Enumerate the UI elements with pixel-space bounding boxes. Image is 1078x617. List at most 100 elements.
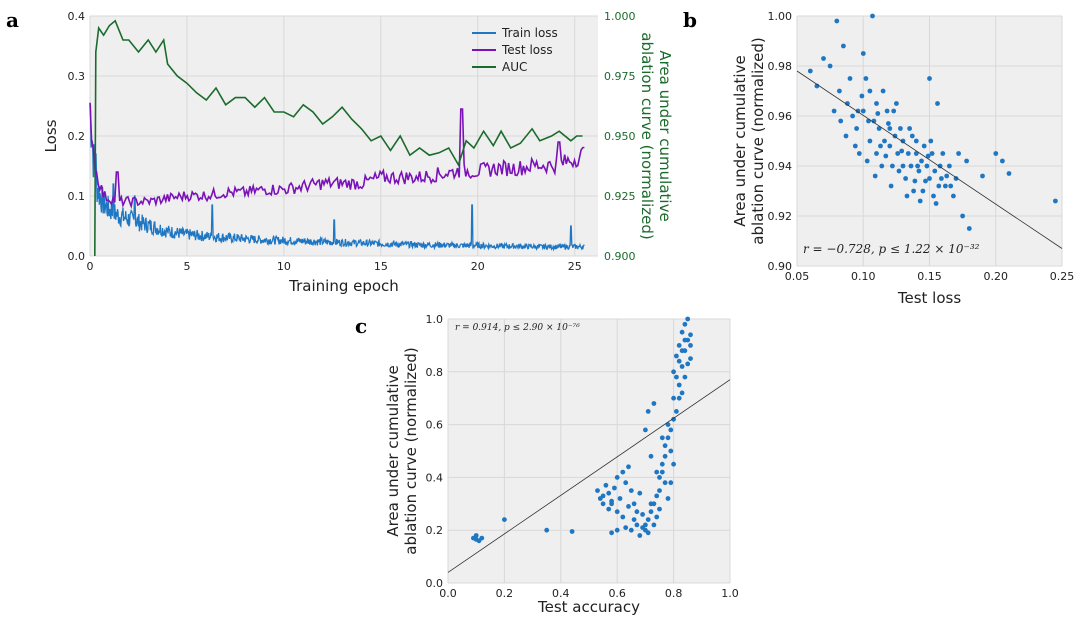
panel-c-data-point — [676, 395, 682, 401]
panel-b-data-point — [953, 176, 959, 181]
panel-c-data-point — [662, 453, 668, 459]
panel-a-y2-axis-label-line2: ablation curve (normalized) — [638, 32, 656, 239]
panel-c-data-point — [645, 517, 651, 522]
panel-c-data-point — [637, 490, 643, 496]
panel-c-data-point — [544, 527, 550, 533]
panel-c-data-point — [473, 533, 479, 538]
panel-a-y2-axis-label-line1: Area under cumulative — [656, 50, 674, 221]
panel-a-y-tick-label: 0.0 — [68, 250, 86, 263]
panel-b-data-point — [878, 143, 883, 149]
panel-b-data-point — [919, 158, 924, 164]
panel-b-x-tick-label: 0.05 — [785, 270, 810, 283]
panel-b-x-tick-label: 0.25 — [1050, 270, 1075, 283]
panel-c-data-point — [657, 506, 662, 512]
panel-b-data-point — [883, 153, 889, 159]
panel-b-data-point — [895, 151, 901, 156]
panel-b-x-axis-label: Test loss — [897, 289, 961, 307]
panel-c-data-point — [634, 522, 640, 528]
panel-b-data-point — [894, 101, 899, 106]
panel-b-data-point — [1053, 198, 1058, 204]
panel-b-data-point — [909, 133, 915, 139]
panel-b-data-point — [886, 121, 891, 126]
panel-c-data-point — [640, 512, 645, 517]
panel-b-data-point — [874, 101, 879, 106]
panel-b-data-point — [870, 13, 875, 19]
panel-c-x-tick-label: 1.0 — [721, 587, 739, 600]
panel-b-data-point — [936, 183, 942, 189]
panel-c-data-point — [685, 361, 691, 367]
panel-b-data-point — [867, 138, 873, 144]
panel-c-data-point — [606, 490, 612, 496]
panel-c-data-point — [679, 390, 685, 396]
panel-b-data-point — [888, 183, 894, 189]
panel-b-data-point — [884, 108, 890, 114]
panel-c-data-point — [676, 343, 682, 348]
panel-c-data-point — [682, 337, 688, 343]
panel-a-y2-tick-label: 0.925 — [604, 190, 636, 203]
panel-c-y-tick-label: 0.0 — [426, 577, 444, 590]
panel-a-y-tick-label: 0.3 — [68, 70, 86, 83]
panel-b-data-point — [874, 151, 879, 156]
panel-c-data-point — [662, 480, 668, 486]
panel-c-y-tick-label: 0.4 — [426, 471, 444, 484]
panel-c-data-point — [623, 480, 629, 486]
panel-c-data-point — [479, 535, 485, 541]
panel-b-data-point — [940, 151, 946, 156]
panel-b-data-point — [850, 113, 855, 119]
panel-c-data-point — [671, 369, 676, 375]
panel-b-data-point — [932, 168, 938, 174]
panel-b-data-point — [867, 88, 873, 94]
panel-b-data-point — [956, 151, 961, 156]
panel-b-y-axis-label-line1: Area under cumulative — [731, 55, 749, 226]
panel-c-y-tick-label: 0.8 — [426, 366, 444, 379]
panel-c-data-point — [679, 364, 685, 369]
panel-c-data-point — [685, 316, 691, 322]
panel-b-data-point — [907, 126, 912, 131]
panel-b-data-point — [913, 138, 919, 144]
panel-a-series-line-test — [89, 102, 585, 210]
panel-c-label: c — [355, 314, 367, 338]
panel-c-data-point — [688, 356, 693, 361]
panel-a-x-tick-label: 0 — [87, 260, 94, 273]
panel-c-data-point — [620, 514, 626, 520]
panel-c-data-point — [631, 517, 637, 522]
panel-c-data-point — [502, 517, 507, 522]
panel-b-data-point — [917, 198, 923, 204]
panel-c-y-axis-label-line2: ablation curve (normalized) — [402, 347, 420, 554]
panel-c-data-point — [595, 488, 600, 493]
panel-c-y-axis-label-line1: Area under cumulative — [384, 365, 402, 536]
panel-b-data-point — [875, 111, 881, 116]
panel-b-data-point — [903, 176, 908, 181]
panel-c-data-point — [657, 475, 662, 480]
panel-b-data-point — [852, 143, 858, 149]
panel-b-annotation: r = −0.728, p ≤ 1.22 × 10⁻³² — [803, 242, 980, 256]
panel-b-fit-line — [796, 70, 1063, 249]
panel-b-data-point — [807, 68, 813, 74]
panel-b-data-point — [856, 151, 862, 156]
panel-b-data-point — [834, 18, 840, 24]
panel-b-data-point — [887, 143, 893, 149]
panel-c-x-axis-label: Test accuracy — [537, 598, 640, 616]
panel-c-data-point — [676, 382, 682, 388]
panel-c-data-point — [679, 348, 685, 354]
panel-c-plot-background — [448, 319, 730, 583]
panel-c-data-point — [654, 514, 660, 520]
panel-b-data-point — [931, 193, 936, 199]
panel-b-data-point — [929, 151, 935, 156]
panel-c-data-point — [603, 482, 609, 488]
panel-b-chart: 0.05 0.10 0.15 0.20 0.25 0.90 0.92 0.94 0.96 0.98… — [731, 10, 1074, 307]
panel-b-data-point — [921, 143, 927, 149]
panel-b-data-point — [927, 76, 932, 81]
panel-b-data-point — [943, 183, 948, 189]
panel-c-y-tick-label: 0.2 — [426, 524, 444, 537]
panel-b-data-point — [935, 101, 940, 106]
panel-b-data-point — [837, 88, 842, 94]
panel-b-data-point — [948, 183, 954, 189]
panel-b-data-point — [863, 76, 869, 81]
panel-b-data-point — [939, 176, 944, 181]
panel-c-data-point — [662, 443, 668, 449]
panel-a-series-line-auc — [94, 19, 583, 257]
panel-a-y2-tick-label: 1.000 — [604, 10, 636, 23]
panel-c-fit-line — [447, 379, 731, 573]
panel-b-y-tick-label: 0.96 — [768, 110, 793, 123]
